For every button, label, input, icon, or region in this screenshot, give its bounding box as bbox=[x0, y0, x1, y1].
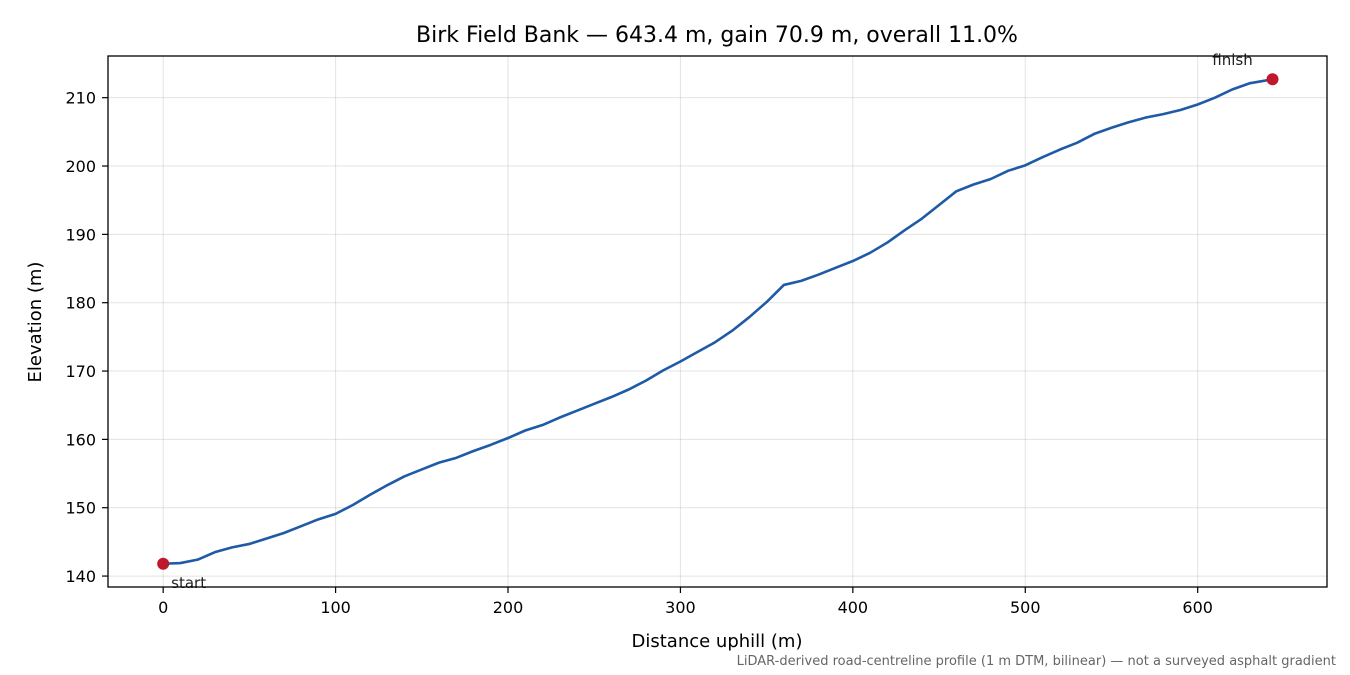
x-tick-label: 100 bbox=[320, 598, 351, 617]
y-tick-label: 160 bbox=[65, 430, 96, 449]
plot-frame bbox=[107, 55, 1328, 588]
y-tick-label: 140 bbox=[65, 567, 96, 586]
elevation-profile-line bbox=[163, 77, 1273, 566]
finish-annotation: finish bbox=[1212, 51, 1252, 69]
grid-layer bbox=[108, 56, 1327, 587]
x-tick-label: 400 bbox=[838, 598, 869, 617]
x-tick-label: 600 bbox=[1182, 598, 1213, 617]
y-tick-label: 200 bbox=[65, 157, 96, 176]
y-tick-label: 210 bbox=[65, 89, 96, 108]
x-tick-label: 500 bbox=[1010, 598, 1041, 617]
y-tick-label: 150 bbox=[65, 499, 96, 518]
y-tick-label: 170 bbox=[65, 362, 96, 381]
y-tick-label: 180 bbox=[65, 294, 96, 313]
footnote: LiDAR-derived road-centreline profile (1… bbox=[737, 654, 1336, 669]
axis-ticks: 0 100 200 300 400 500 600 140 150 160 170 180 190 200… bbox=[65, 89, 1213, 617]
start-marker bbox=[157, 557, 170, 570]
x-tick-label: 0 bbox=[158, 598, 168, 617]
start-annotation: start bbox=[171, 574, 206, 592]
x-tick-label: 300 bbox=[665, 598, 696, 617]
y-tick-label: 190 bbox=[65, 225, 96, 244]
x-tick-label: 200 bbox=[493, 598, 524, 617]
y-axis-label: Elevation (m) bbox=[25, 262, 46, 383]
finish-marker bbox=[1266, 73, 1279, 86]
chart-title: Birk Field Bank — 643.4 m, gain 70.9 m, … bbox=[416, 23, 1018, 48]
x-axis-label: Distance uphill (m) bbox=[632, 631, 803, 652]
